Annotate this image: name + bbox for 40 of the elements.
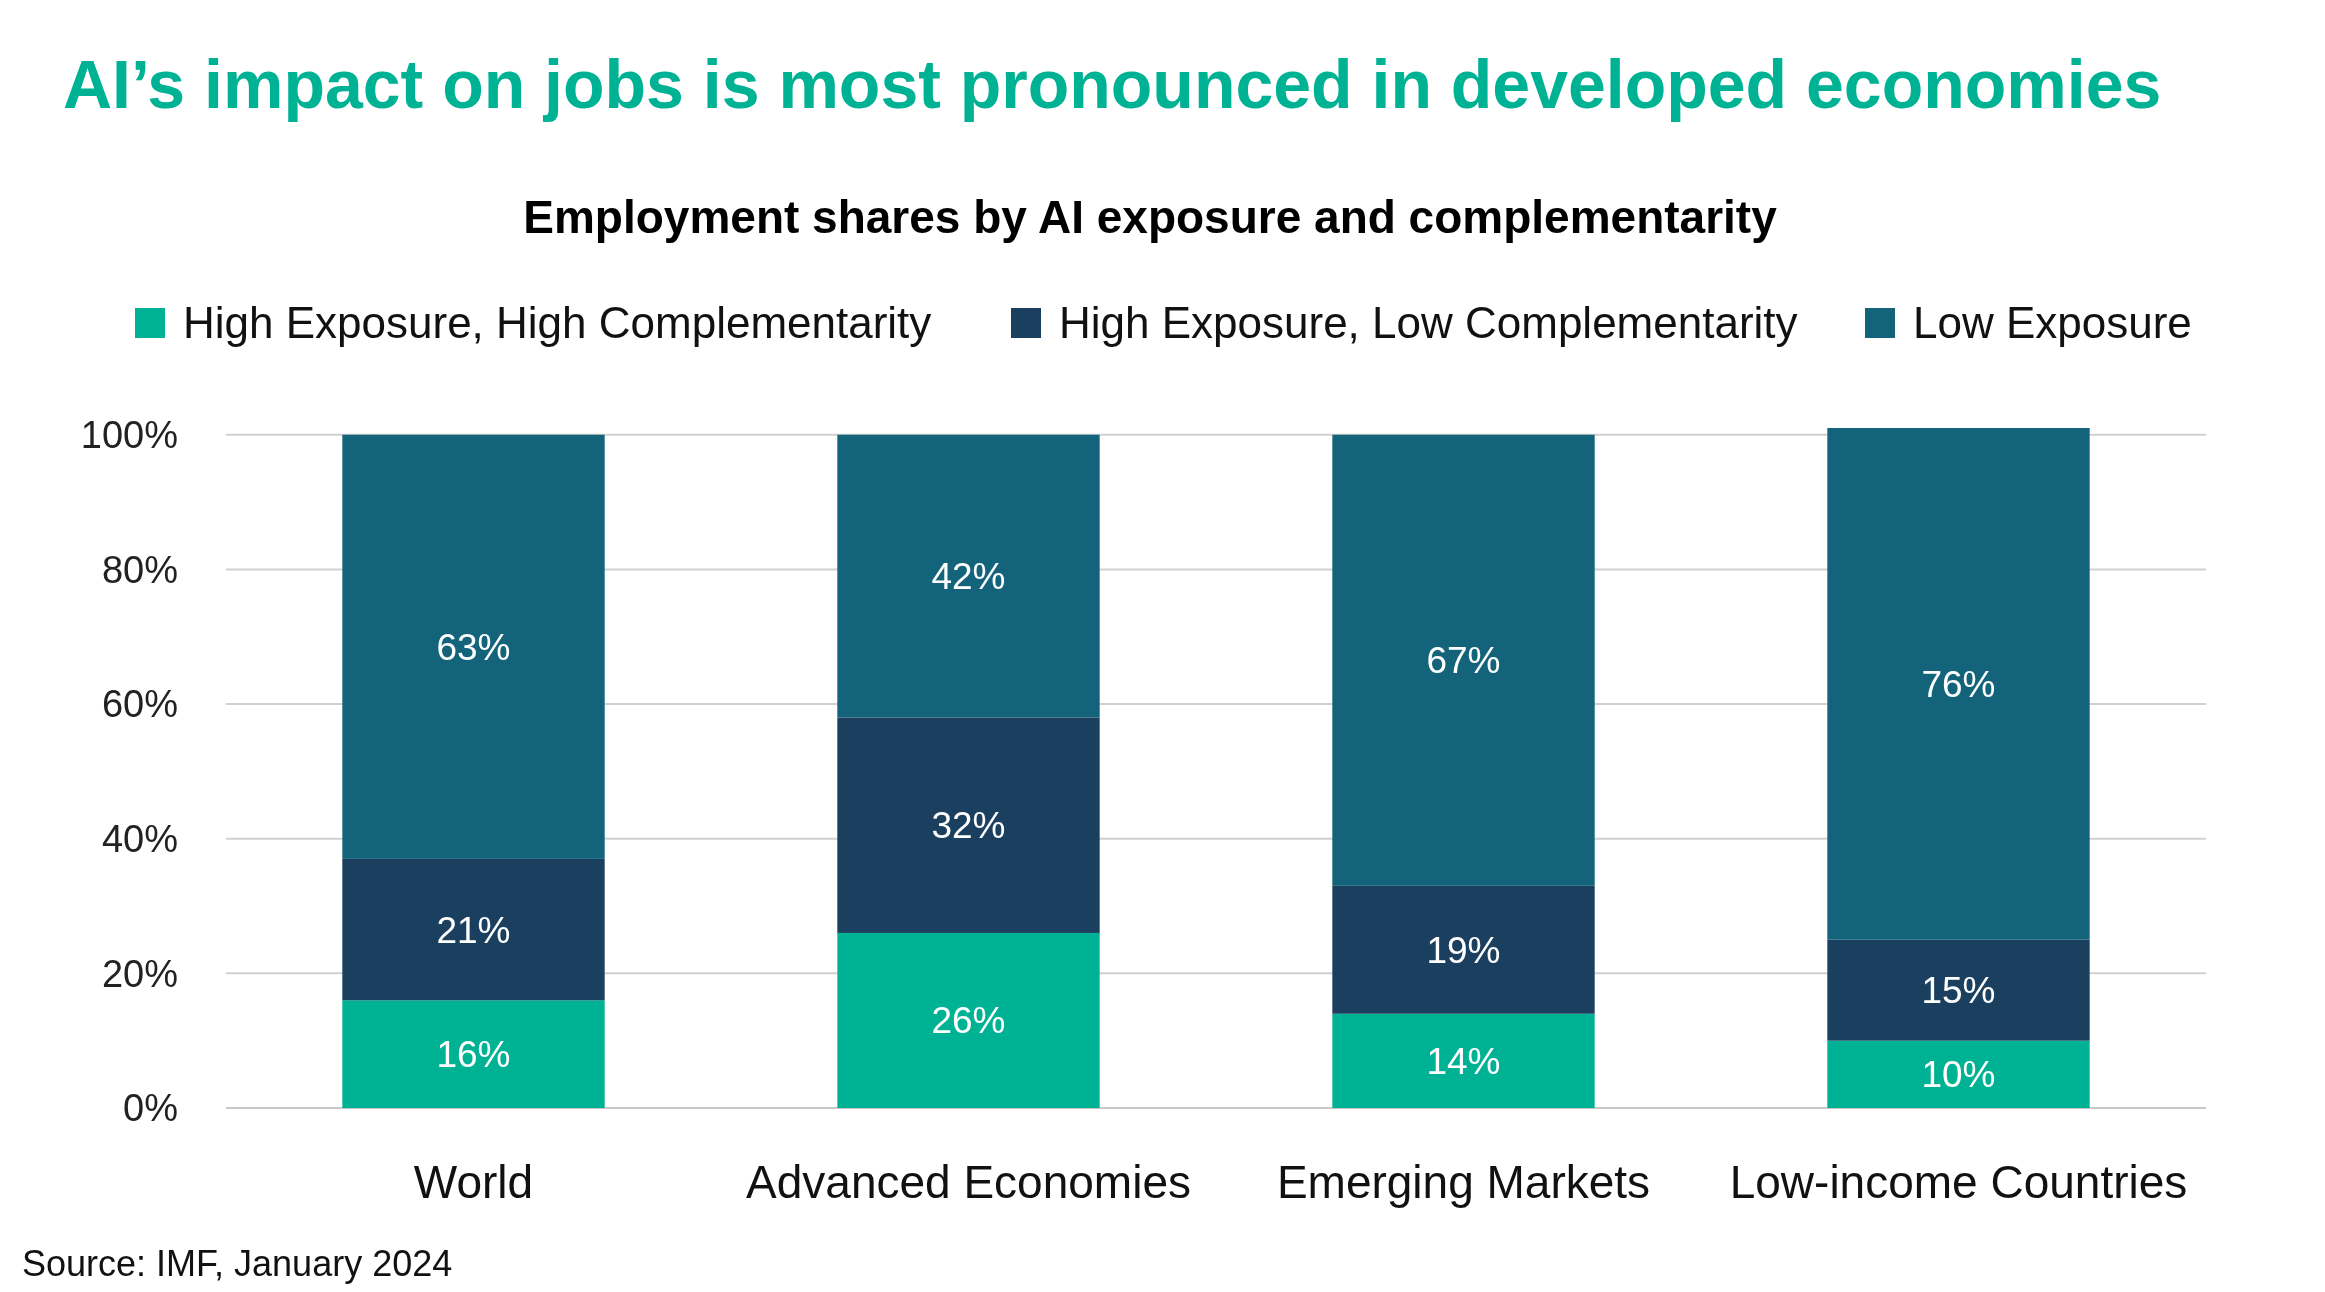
y-tick-label: 100% <box>80 414 178 457</box>
legend-label: Low Exposure <box>1913 298 2192 348</box>
bar <box>342 858 605 1001</box>
bar <box>1332 1013 1595 1108</box>
data-label: 26% <box>931 1000 1006 1042</box>
y-tick-label: 40% <box>101 817 178 860</box>
legend-label: High Exposure, Low Complementarity <box>1059 298 1798 348</box>
bar <box>1827 939 2090 1041</box>
chart-title: AI’s impact on jobs is most pronounced in developed economies <box>63 46 2162 122</box>
data-label: 32% <box>931 805 1006 847</box>
data-label: 10% <box>1921 1054 1996 1096</box>
bar <box>342 434 605 859</box>
x-tick-label: Low-income Countries <box>1729 1156 2188 1208</box>
y-tick-label: 0% <box>123 1087 178 1130</box>
bar <box>342 1000 605 1108</box>
data-label: 67% <box>1426 640 1501 682</box>
x-tick-label: Advanced Economies <box>746 1156 1191 1208</box>
x-tick-label: Emerging Markets <box>1276 1156 1651 1208</box>
bar <box>1332 885 1595 1014</box>
y-tick-label: 20% <box>101 952 178 995</box>
data-label: 76% <box>1921 663 1996 705</box>
bar <box>1332 434 1595 886</box>
bar <box>1827 428 2090 940</box>
y-tick-label: 80% <box>101 548 178 591</box>
data-label: 19% <box>1426 929 1501 971</box>
data-label: 42% <box>931 556 1006 598</box>
bar <box>1827 1040 2090 1108</box>
data-label: 21% <box>436 909 511 951</box>
data-label: 63% <box>436 626 511 668</box>
bar <box>837 717 1100 933</box>
legend-label: High Exposure, High Complementarity <box>183 298 932 348</box>
data-label: 15% <box>1921 970 1996 1012</box>
bar <box>837 932 1100 1108</box>
x-tick-label: World <box>413 1156 534 1208</box>
data-label: 14% <box>1426 1040 1501 1082</box>
source-note: Source: IMF, January 2024 <box>22 1243 453 1284</box>
bar <box>837 434 1100 718</box>
y-tick-label: 60% <box>101 683 178 726</box>
chart-subtitle: Employment shares by AI exposure and complementarity <box>523 191 1778 243</box>
data-label: 16% <box>436 1034 511 1076</box>
